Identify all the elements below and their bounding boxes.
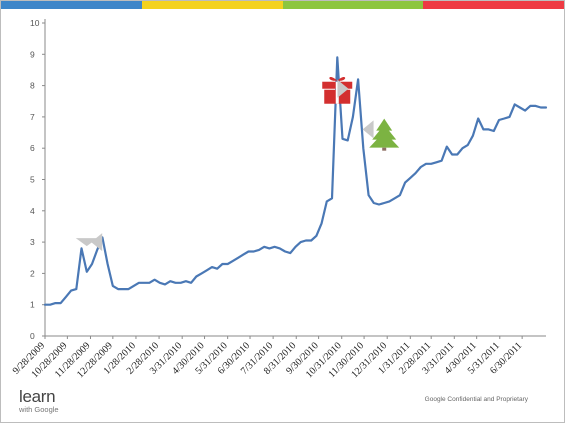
y-tick-label: 0 bbox=[30, 331, 35, 341]
y-tick-label: 1 bbox=[30, 300, 35, 310]
color-bar-yellow bbox=[141, 1, 283, 9]
logo-sub-text: with Google bbox=[19, 405, 59, 414]
y-tick-label: 4 bbox=[30, 206, 35, 216]
color-bar-green bbox=[282, 1, 424, 9]
arrow-icon bbox=[337, 79, 349, 98]
christmas-tree-icon-base bbox=[369, 131, 400, 148]
color-bar-blue bbox=[1, 1, 142, 9]
series-line bbox=[43, 56, 548, 306]
arrow-icon bbox=[362, 120, 374, 139]
color-bar-red bbox=[423, 1, 564, 9]
christmas-tree-icon-trunk bbox=[382, 147, 387, 151]
color-bar bbox=[1, 1, 564, 9]
y-tick-label: 5 bbox=[30, 175, 35, 185]
gift-icon-bow-left bbox=[329, 76, 338, 81]
y-tick-label: 2 bbox=[30, 268, 35, 278]
learn-with-google-logo: learn with Google bbox=[19, 387, 59, 414]
arrow-icon bbox=[75, 238, 98, 247]
confidential-footer: Google Confidential and Proprietary bbox=[424, 396, 528, 403]
y-tick-label: 9 bbox=[30, 49, 35, 59]
y-tick-label: 8 bbox=[30, 81, 35, 91]
gift-icon-bow-right bbox=[337, 76, 346, 81]
logo-main-text: learn bbox=[19, 387, 56, 406]
y-tick-label: 6 bbox=[30, 143, 35, 153]
y-tick-label: 3 bbox=[30, 237, 35, 247]
gift-icon-ribbon bbox=[335, 81, 339, 104]
christmas-tree-icon bbox=[376, 118, 393, 131]
y-tick-label: 10 bbox=[30, 18, 40, 28]
arrow-icon bbox=[91, 233, 103, 252]
y-tick-label: 7 bbox=[30, 112, 35, 122]
